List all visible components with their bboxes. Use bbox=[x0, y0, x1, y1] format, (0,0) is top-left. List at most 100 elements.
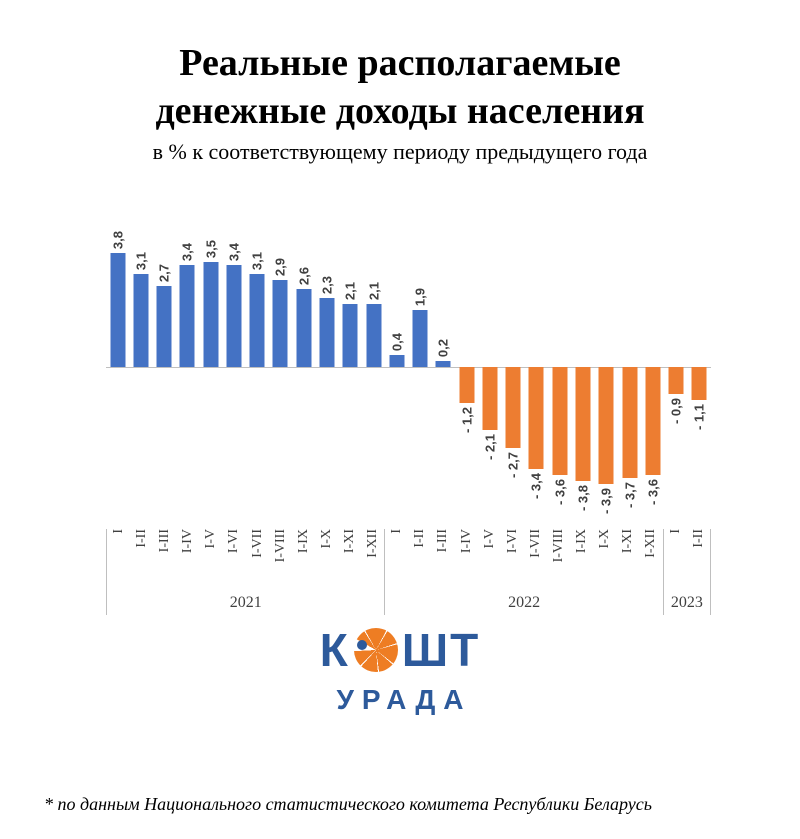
bar-2021-I-V bbox=[203, 262, 219, 367]
bar-2022-I-VIII bbox=[552, 367, 568, 475]
tick-cell: I-V bbox=[199, 529, 222, 589]
bar-2022-I-VI bbox=[505, 367, 521, 448]
bar-column: - 3,6 bbox=[641, 217, 664, 525]
bar-column: 3,5 bbox=[199, 217, 222, 525]
tick-cell: I-V bbox=[478, 529, 501, 589]
x-tick-label: I bbox=[389, 529, 405, 534]
tick-cell: I-IV bbox=[455, 529, 478, 589]
bar-value-label: - 3,6 bbox=[552, 479, 568, 506]
zero-axis-line bbox=[106, 367, 711, 368]
bar-value-label: 1,9 bbox=[412, 287, 428, 306]
bar-value-label: 2,9 bbox=[272, 257, 288, 276]
bar-column: - 3,6 bbox=[548, 217, 571, 525]
bar-2021-I-IV bbox=[179, 265, 195, 367]
x-tick-label: I-II bbox=[412, 529, 428, 548]
bar-column: - 3,4 bbox=[525, 217, 548, 525]
x-tick-label: I bbox=[667, 529, 683, 534]
bar-2022-I-IV bbox=[459, 367, 475, 403]
x-tick-label: I-XII bbox=[365, 529, 381, 558]
bar-2022-I-VII bbox=[528, 367, 544, 469]
chart-axis: I I-II I-III I-IV I-V I-VI I-VII I-VIII I-IX I-X I… bbox=[106, 529, 712, 615]
logo-letter-k: К bbox=[319, 624, 350, 676]
bar-2021-I-XI bbox=[342, 304, 358, 367]
tick-cell: I-III bbox=[432, 529, 455, 589]
bar-value-label: 0,2 bbox=[435, 338, 451, 357]
tick-cell: I-II bbox=[130, 529, 153, 589]
bar-2023-I bbox=[668, 367, 684, 394]
x-tick-label: I-X bbox=[318, 529, 334, 549]
bar-value-label: 2,6 bbox=[296, 266, 312, 285]
x-tick-label: I-IX bbox=[574, 529, 590, 554]
bar-value-label: - 2,7 bbox=[505, 452, 521, 479]
x-tick-label: I-IX bbox=[295, 529, 311, 554]
bar-value-label: - 3,4 bbox=[528, 473, 544, 500]
bar-2022-I-V bbox=[482, 367, 498, 430]
page-title: Реальные располагаемые денежные доходы н… bbox=[0, 40, 800, 135]
bar-2022-I-III bbox=[435, 361, 451, 367]
bar-2023-I-II bbox=[691, 367, 707, 400]
bar-value-label: 3,1 bbox=[249, 251, 265, 270]
bar-column: - 3,9 bbox=[595, 217, 618, 525]
bar-column: - 3,8 bbox=[571, 217, 594, 525]
kosht-urada-logo: К ШТ УРАДА bbox=[0, 623, 800, 716]
bar-column: 2,9 bbox=[269, 217, 292, 525]
bar-value-label: - 3,9 bbox=[598, 488, 614, 515]
x-tick-label: I-IV bbox=[458, 529, 474, 554]
tick-cell: I-X bbox=[315, 529, 338, 589]
title-line1: Реальные располагаемые bbox=[179, 42, 621, 84]
bar-value-label: 3,1 bbox=[133, 251, 149, 270]
bar-2022-I-XI bbox=[622, 367, 638, 478]
bar-column: - 1,2 bbox=[455, 217, 478, 525]
bar-2022-I-II bbox=[412, 310, 428, 367]
chart-plot: 3,8 3,1 2,7 3,4 3,5 3,4 3,1 2,9 2,6 2,3 2,1 2,1 0,4 1… bbox=[106, 217, 711, 525]
infographic-page: Реальные располагаемые денежные доходы н… bbox=[0, 40, 800, 814]
bar-column: - 2,1 bbox=[478, 217, 501, 525]
tick-cell: I-VI bbox=[223, 529, 246, 589]
bar-column: 3,1 bbox=[246, 217, 269, 525]
x-tick-label: I-VII bbox=[527, 529, 543, 558]
tick-cell: I-XI bbox=[616, 529, 639, 589]
bar-column: - 1,1 bbox=[688, 217, 711, 525]
bar-value-label: - 0,9 bbox=[668, 398, 684, 425]
x-tick-label: I-VIII bbox=[551, 529, 567, 563]
x-tick-label: I-V bbox=[203, 529, 219, 549]
tick-cell: I-IX bbox=[292, 529, 315, 589]
bar-column: 1,9 bbox=[409, 217, 432, 525]
tick-cell: I-VIII bbox=[269, 529, 292, 589]
bar-value-label: 3,4 bbox=[179, 242, 195, 261]
x-tick-label: I-III bbox=[435, 529, 451, 553]
bar-value-label: 2,1 bbox=[342, 281, 358, 300]
x-tick-label: I-II bbox=[690, 529, 706, 548]
bar-value-label: - 1,2 bbox=[459, 407, 475, 434]
tick-cell: I-IV bbox=[176, 529, 199, 589]
bar-2021-I-X bbox=[319, 298, 335, 367]
bar-value-label: 3,8 bbox=[110, 230, 126, 249]
logo-blue-dot-icon bbox=[356, 640, 367, 650]
tick-cell: I-IX bbox=[570, 529, 593, 589]
x-tick-label: I-X bbox=[597, 529, 613, 549]
bar-value-label: - 3,7 bbox=[622, 482, 638, 509]
x-tick-label: I-VII bbox=[249, 529, 265, 558]
bar-column: 0,4 bbox=[385, 217, 408, 525]
logo-word-urada: УРАДА bbox=[336, 684, 472, 715]
tick-cell: I-II bbox=[687, 529, 710, 589]
year-label: 2021 bbox=[229, 594, 262, 611]
tick-cell: I-X bbox=[593, 529, 616, 589]
bar-2021-I-VIII bbox=[272, 280, 288, 367]
bar-value-label: 2,3 bbox=[319, 275, 335, 294]
x-tick-label: I-VIII bbox=[272, 529, 288, 563]
bar-chart: 3,8 3,1 2,7 3,4 3,5 3,4 3,1 2,9 2,6 2,3 2,1 2,1 0,4 1… bbox=[106, 217, 712, 615]
tick-cell: I bbox=[385, 529, 408, 589]
tick-cell: I bbox=[107, 529, 130, 589]
tick-cell: I-VIII bbox=[547, 529, 570, 589]
bar-2022-I-X bbox=[598, 367, 614, 484]
x-tick-label: I-III bbox=[157, 529, 173, 553]
x-tick-label: I-IV bbox=[180, 529, 196, 554]
bar-2021-I-VII bbox=[249, 274, 265, 367]
tick-row: I I-II I-III I-IV I-V I-VI I-VII I-VIII I-IX I-X I… bbox=[385, 529, 662, 589]
title-line2: денежные доходы населения bbox=[155, 89, 645, 132]
plot-group-2023: - 0,9 - 1,1 bbox=[664, 217, 711, 525]
bar-column: 2,1 bbox=[339, 217, 362, 525]
bar-value-label: - 3,6 bbox=[645, 479, 661, 506]
year-label: 2023 bbox=[670, 594, 703, 611]
